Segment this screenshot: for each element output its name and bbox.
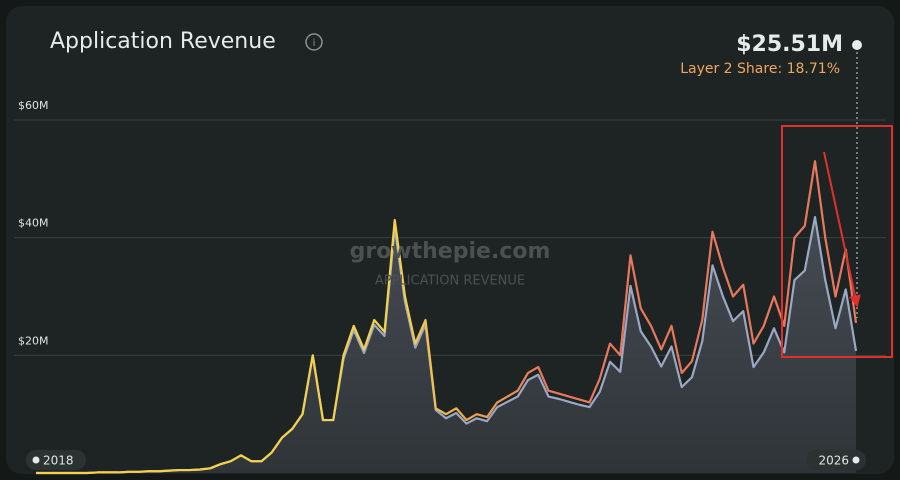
line (36, 160, 858, 475)
info-icon[interactable] (305, 33, 323, 51)
x-tick-pill (26, 450, 86, 470)
y-tick-label: $40M (18, 217, 49, 230)
area (36, 217, 856, 473)
chart-title: Application Revenue (50, 29, 276, 54)
headline-share: Layer 2 Share: 18.71% (680, 61, 840, 77)
x-tick-label: 2018 (43, 454, 74, 468)
x-tick-pill (806, 450, 866, 470)
headline-value: $25.51M (736, 32, 843, 57)
watermark: growthepie.com (350, 239, 551, 264)
x-tick-label: 2026 (818, 454, 849, 468)
x-tick-dot (32, 456, 40, 464)
y-tick-label: $20M (18, 334, 49, 347)
x-tick-dot (852, 456, 860, 464)
headline-dot (852, 40, 862, 50)
annotation-box (781, 125, 893, 358)
watermark-subtitle: APPLICATION REVENUE (375, 274, 525, 289)
info-icon-glyph: i (313, 38, 316, 49)
annotation-arrow (823, 151, 861, 308)
y-tick-label: $60M (18, 99, 49, 112)
